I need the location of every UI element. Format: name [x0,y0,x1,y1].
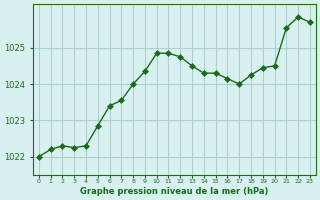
X-axis label: Graphe pression niveau de la mer (hPa): Graphe pression niveau de la mer (hPa) [80,187,268,196]
